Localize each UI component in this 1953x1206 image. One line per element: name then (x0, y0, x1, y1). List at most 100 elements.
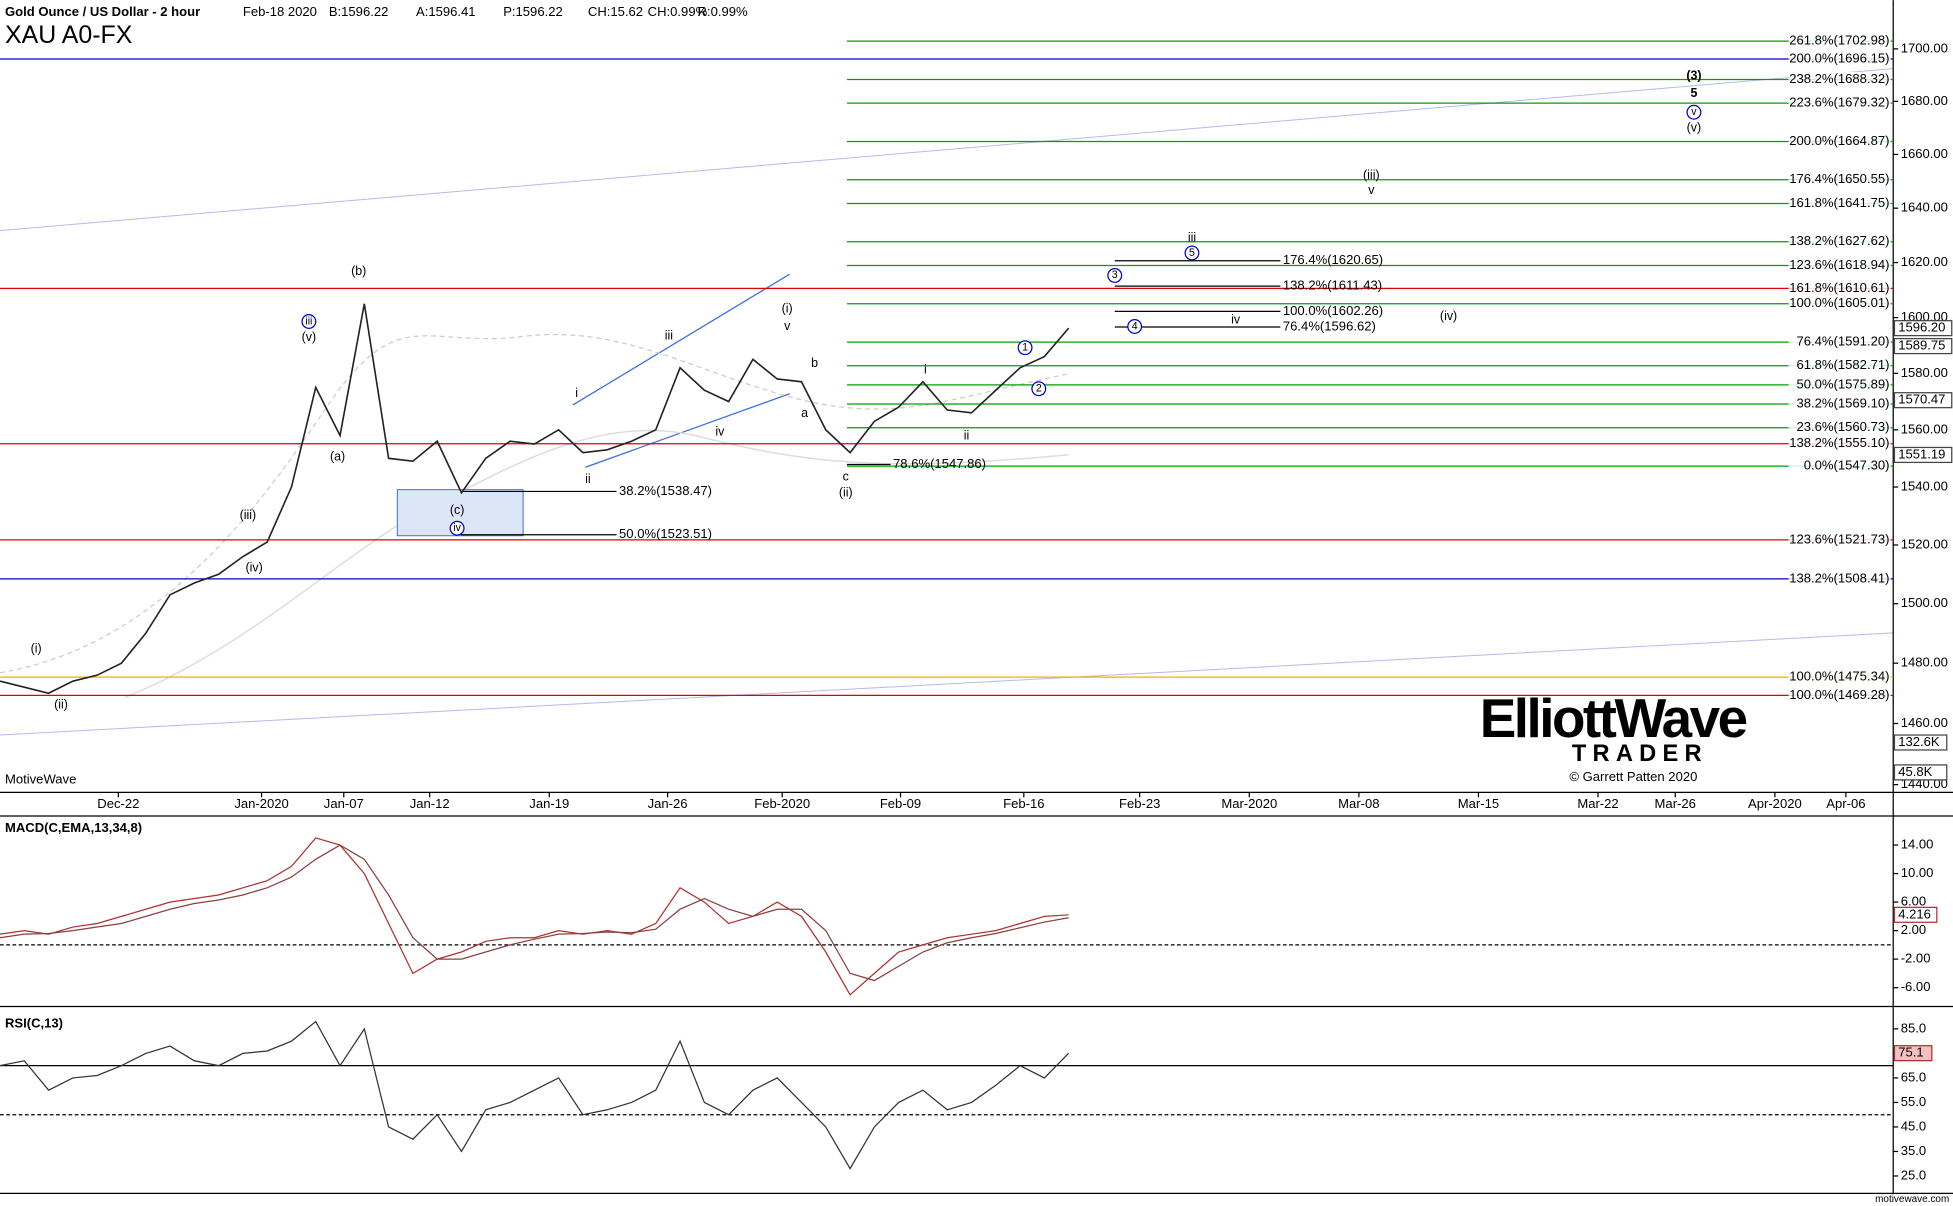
copyright: © Garrett Patten 2020 (1569, 769, 1697, 784)
site: motivewave.com (1875, 1194, 1949, 1205)
wave-label: (v) (1687, 121, 1702, 135)
wave-label: iv (715, 425, 725, 439)
retracement-label: 78.6%(1547.86) (893, 456, 986, 471)
fib-label-bg (1788, 358, 1891, 373)
fib-label-bg (1788, 377, 1891, 392)
y-tick-label: 45.0 (1901, 1118, 1926, 1133)
fib-label: 138.2%(1627.62) (1789, 233, 1889, 248)
fib-label-bg (1788, 296, 1891, 310)
fib-label-bg (1788, 396, 1891, 411)
fib-label: 0.0%(1547.30) (1804, 458, 1890, 473)
x-tick-label: Mar-26 (1655, 796, 1696, 811)
fib-label-bg (1788, 71, 1891, 86)
macd-line (0, 844, 1069, 982)
wave-label: (iv) (1440, 309, 1457, 323)
x-tick-label: Jan-12 (410, 796, 450, 811)
wave-label: 3 (1112, 269, 1118, 281)
volume-tag-label: 45.8K (1898, 764, 1932, 779)
wave-label: a (801, 406, 808, 420)
y-tick-label: 1580.00 (1901, 365, 1948, 380)
retracement-label: 38.2%(1538.47) (619, 483, 712, 498)
x-tick-label: Feb-09 (880, 796, 921, 811)
brand: MotiveWave (5, 771, 76, 786)
fib-label-bg (1788, 436, 1891, 451)
fib-label-bg (1788, 172, 1891, 186)
fib-label: 223.6%(1679.32) (1789, 95, 1889, 110)
header-field: R:0.99% (698, 4, 748, 19)
y-tick-label: 6.00 (1901, 894, 1926, 909)
fib-label: 161.8%(1610.61) (1789, 280, 1889, 295)
retracement-label: 50.0%(1523.51) (619, 526, 712, 541)
price-line (0, 303, 1070, 695)
price-tag-label: 1589.75 (1898, 338, 1945, 353)
wave-label: v (1691, 106, 1697, 118)
channel-line (585, 393, 790, 468)
y-tick-label: 1500.00 (1901, 595, 1948, 610)
wave-label: iii (665, 329, 673, 343)
y-tick-label: 1540.00 (1901, 478, 1948, 493)
price-tag (1893, 320, 1953, 337)
wave-label: iv (1231, 313, 1241, 327)
x-tick-label: Dec-22 (97, 796, 139, 811)
header-field: CH:15.62 (588, 4, 643, 19)
price-tag-label: 1596.20 (1898, 320, 1945, 335)
wave-label: v (1368, 183, 1375, 197)
fib-label-bg (1788, 195, 1891, 210)
fib-label-bg (1788, 420, 1891, 434)
macd-line (0, 837, 1069, 996)
fib-label: 50.0%(1575.89) (1797, 376, 1890, 391)
y-tick-label: 65.0 (1901, 1069, 1926, 1084)
moving-average (124, 429, 1069, 699)
header-field: A:1596.41 (416, 4, 476, 19)
y-tick-label: 1680.00 (1901, 93, 1948, 108)
price-tag (1893, 392, 1953, 409)
fib-label-bg (1788, 571, 1891, 586)
volume-tag-label: 132.6K (1898, 734, 1940, 749)
price-tag-label: 1570.47 (1898, 392, 1945, 407)
fib-label: 76.4%(1591.20) (1797, 334, 1890, 349)
projection-label: 100.0%(1602.26) (1283, 303, 1383, 318)
fib-label-bg (1788, 280, 1891, 295)
x-tick-label: Feb-16 (1003, 796, 1044, 811)
wave-circle (1017, 340, 1033, 356)
fib-label: 200.0%(1664.87) (1789, 133, 1889, 148)
projection-label: 138.2%(1611.43) (1283, 278, 1382, 293)
rsi-title: RSI(C,13) (5, 1015, 63, 1030)
rsi-line (0, 1020, 1070, 1170)
wave-label: (3) (1686, 68, 1701, 82)
trendline (0, 68, 1894, 232)
y-tick-label: 35.0 (1901, 1143, 1926, 1158)
x-tick-label: Jan-26 (648, 796, 688, 811)
fib-label: 138.2%(1555.10) (1789, 435, 1889, 450)
y-tick-label: 1560.00 (1901, 421, 1948, 436)
wave-label: 5 (1189, 247, 1195, 259)
x-tick-label: Mar-22 (1577, 796, 1618, 811)
fib-label: 138.2%(1508.41) (1789, 570, 1889, 585)
wave-label: i (575, 386, 578, 400)
y-tick-label: 25.0 (1901, 1167, 1926, 1182)
y-tick-label: 55.0 (1901, 1094, 1926, 1109)
macd-tag-label: 4.216 (1898, 906, 1931, 921)
wave-label: (b) (351, 264, 366, 278)
wave-circle (1127, 319, 1143, 334)
header-field: P:1596.22 (503, 4, 563, 19)
logo-bottom: TRADER (1572, 741, 1708, 767)
header-field: Feb-18 2020 (243, 4, 317, 19)
wave-circle (1031, 381, 1047, 397)
wave-label: ii (964, 428, 970, 442)
macd-title: MACD(C,EMA,13,34,8) (5, 820, 142, 835)
x-tick-label: Feb-23 (1119, 796, 1160, 811)
y-tick-label: 1660.00 (1901, 146, 1948, 161)
wave-circle (1686, 104, 1702, 120)
volume-tag (1893, 734, 1948, 751)
fib-label-bg (1788, 257, 1891, 272)
wave-circle (449, 520, 465, 536)
x-tick-label: Mar-08 (1338, 796, 1379, 811)
fib-label-bg (1788, 458, 1891, 473)
x-tick-label: Jan-2020 (234, 796, 288, 811)
macd-tag (1893, 906, 1938, 923)
x-tick-label: Mar-15 (1458, 796, 1499, 811)
y-tick-label: 1620.00 (1901, 254, 1948, 269)
y-tick-label: 1480.00 (1901, 655, 1948, 670)
